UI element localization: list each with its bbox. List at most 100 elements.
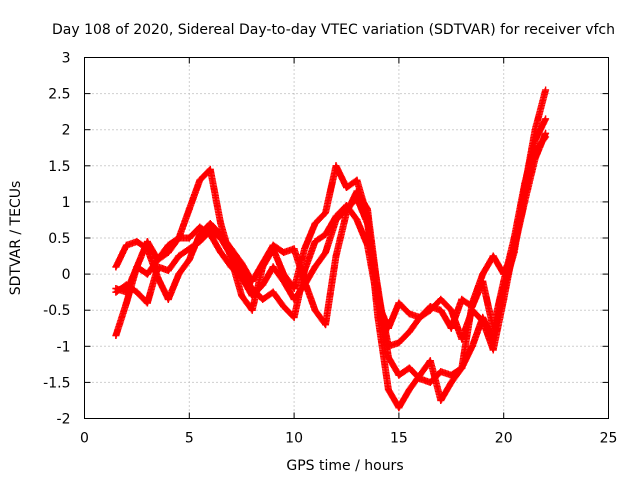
x-tick-label: 10 [285, 431, 303, 447]
y-tick-label: 2.5 [48, 87, 70, 103]
data-point [248, 285, 256, 293]
data-point [322, 248, 330, 256]
y-axis: -2 -1.5 -1 -0.5 0 0.5 1 1.5 2 2.5 3 [43, 51, 609, 428]
data-point [353, 187, 361, 195]
data-point [489, 346, 497, 354]
y-tick-label: -0.5 [43, 303, 70, 319]
y-tick-label: 1.5 [48, 159, 70, 175]
data-point [437, 306, 445, 314]
data-point [531, 137, 539, 145]
data-point [437, 295, 445, 303]
data-point [426, 378, 434, 386]
y-tick-label: 3 [62, 51, 71, 67]
data-point [301, 245, 309, 253]
x-tick-label: 20 [495, 431, 513, 447]
data-point [238, 292, 246, 300]
data-point [468, 306, 476, 314]
x-tick-label: 15 [390, 431, 408, 447]
data-point [122, 299, 130, 307]
data-point [447, 378, 455, 386]
data-point [122, 281, 130, 289]
data-point [196, 230, 204, 238]
data-point [175, 252, 183, 260]
data-point [447, 371, 455, 379]
data-point [227, 263, 235, 271]
data-point [311, 220, 319, 228]
data-point [458, 335, 466, 343]
data-point [353, 176, 361, 184]
data-point [238, 270, 246, 278]
data-point [112, 263, 120, 271]
data-point [332, 252, 340, 260]
data-point [185, 245, 193, 253]
data-point [416, 375, 424, 383]
data-point [542, 133, 550, 141]
data-point [185, 234, 193, 242]
data-point [395, 299, 403, 307]
data-point [395, 404, 403, 412]
y-tick-label: 0.5 [48, 231, 70, 247]
data-point [206, 165, 214, 173]
y-tick-label: -1.5 [43, 375, 70, 391]
x-axis-label: GPS time / hours [286, 458, 403, 474]
data-point [175, 234, 183, 242]
data-point [259, 281, 267, 289]
data-point [458, 295, 466, 303]
data-point [133, 263, 141, 271]
data-point [227, 252, 235, 260]
series-track-4 [112, 133, 550, 354]
y-tick-label: 1 [62, 195, 71, 211]
data-point [290, 245, 298, 253]
data-point [164, 241, 172, 249]
data-point [143, 299, 151, 307]
data-point [154, 256, 162, 264]
data-point [322, 321, 330, 329]
data-point [405, 328, 413, 336]
data-point [259, 295, 267, 303]
data-point [217, 248, 225, 256]
data-point [217, 234, 225, 242]
data-point [301, 266, 309, 274]
data-point [311, 238, 319, 246]
y-tick-label: -2 [57, 412, 71, 428]
data-point [363, 205, 371, 213]
data-point [112, 331, 120, 339]
data-point [143, 270, 151, 278]
data-point [458, 364, 466, 372]
data-point [259, 259, 267, 267]
data-point [384, 324, 392, 332]
data-point [437, 396, 445, 404]
data-point [143, 238, 151, 246]
data-point [416, 313, 424, 321]
chart-title: Day 108 of 2020, Sidereal Day-to-day VTE… [52, 22, 615, 38]
data-point [269, 263, 277, 271]
data-point [384, 342, 392, 350]
data-point [479, 270, 487, 278]
x-axis: 0 5 10 15 20 25 [80, 57, 618, 447]
data-point [185, 205, 193, 213]
data-point [405, 310, 413, 318]
data-point [248, 306, 256, 314]
data-point [238, 259, 246, 267]
data-point [269, 241, 277, 249]
data-point [133, 238, 141, 246]
series-markers [112, 88, 549, 412]
data-point [133, 288, 141, 296]
data-point [395, 371, 403, 379]
data-point [531, 147, 539, 155]
data-point [175, 270, 183, 278]
data-point [343, 183, 350, 191]
data-point [280, 303, 288, 311]
data-point [143, 245, 151, 253]
data-point [164, 295, 172, 303]
data-point [468, 342, 476, 350]
x-tick-label: 25 [600, 431, 618, 447]
data-point [206, 220, 214, 228]
data-points [112, 86, 550, 412]
data-point [521, 191, 529, 199]
data-point [405, 386, 413, 394]
data-point [164, 266, 172, 274]
data-point [510, 241, 518, 249]
data-point [196, 223, 204, 231]
